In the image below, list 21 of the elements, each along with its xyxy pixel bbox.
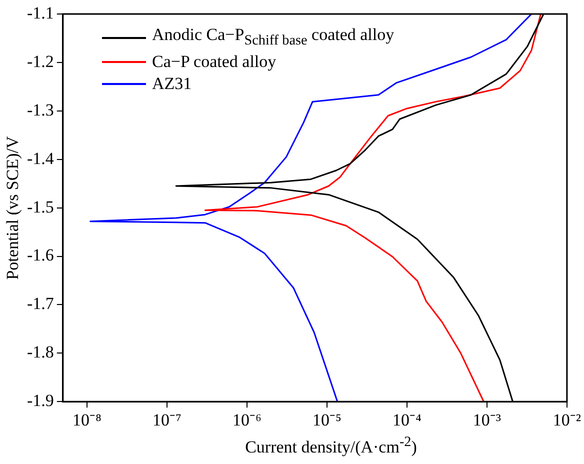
y-tick-label: -1.4 [26, 148, 54, 168]
y-tick-label: -1.3 [26, 100, 54, 120]
x-tick-label: 10⁻⁵ [312, 410, 342, 430]
legend-label: Anodic Ca−P$_{Schiff base}$ coated alloy [152, 24, 394, 50]
x-tick-label: 10⁻⁴ [392, 410, 422, 430]
y-axis-title: Potential (vs SCE)/V [3, 136, 23, 280]
y-tick-label: -1.8 [26, 342, 54, 362]
x-tick-label: 10⁻⁷ [152, 410, 182, 430]
x-axis-title: Current density/(A·cm$^{-2}$) [244, 434, 418, 458]
y-tick-label: -1.1 [26, 3, 54, 22]
x-tick-label: 10⁻³ [472, 410, 502, 430]
x-tick-label: 10⁻⁸ [72, 410, 102, 430]
y-tick-label: -1.5 [26, 197, 54, 216]
y-tick-label: -1.2 [26, 52, 54, 71]
y-tick-label: -1.9 [26, 391, 54, 410]
x-tick-label: 10⁻² [552, 410, 582, 430]
y-tick-label: -1.7 [26, 294, 54, 314]
x-tick-label: 10⁻⁶ [232, 410, 262, 430]
legend-label: Ca−P coated alloy [152, 51, 276, 74]
y-tick-label: -1.6 [26, 246, 54, 265]
legend-label: AZ31 [152, 73, 192, 96]
